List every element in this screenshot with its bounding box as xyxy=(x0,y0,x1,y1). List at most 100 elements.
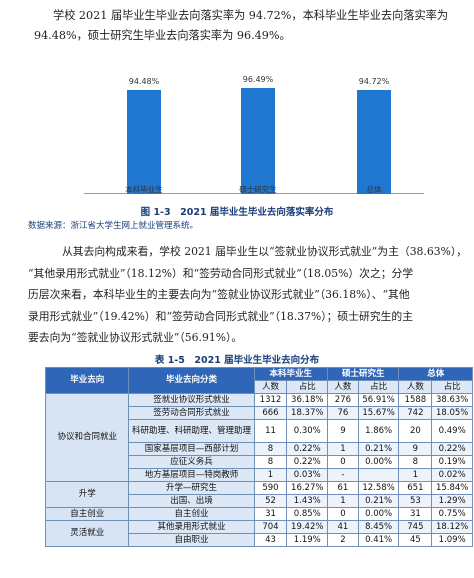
value-cell: 1.86% xyxy=(357,419,400,443)
value-cell: 8 xyxy=(253,455,288,469)
value-cell: 1 xyxy=(327,494,359,508)
category-label: 国家基层项目—西部计划 xyxy=(144,443,239,454)
composition-line: 从其去向构成来看，学校 2021 届毕业生以“签就业协议形式就业”为主（38.6… xyxy=(62,245,468,258)
table-body: 协议和合同就业 签就业协议形式就业 1312 36.18% 276 56.91% 1588 3… xyxy=(44,393,473,547)
category-cell: 升学—研究生 xyxy=(128,481,255,495)
table-row: 地方基层项目—特岗教师 1 0.03% -1 0.02% xyxy=(46,468,473,482)
category-label: 科研助理、科研助理、管理助理 xyxy=(131,425,251,436)
table-row: 升学 升学—研究生 590 16.27% 61 12.58% 651 15.84% xyxy=(44,481,473,508)
chart-value-label: 94.72% xyxy=(358,77,390,86)
intro-line-1: 学校 2021 届毕业生毕业去向落实率为 94.72%，本科毕业生毕业去向落实率… xyxy=(53,9,449,22)
category-cell: 签就业协议形式就业 xyxy=(128,393,255,407)
employment-rate-bar-chart: 94.48% 本科毕业生 96.49% 硕士研究生 94.72% 总体 xyxy=(84,62,424,194)
category-cell: 科研助理、科研助理、管理助理 xyxy=(128,419,255,443)
value-cell: 1.09% xyxy=(431,533,473,547)
composition-line: 要去向为“签就业协议形式就业”（56.91%）。 xyxy=(28,331,243,344)
header-overall: 总体 xyxy=(398,367,473,381)
value-cell: 56.91% xyxy=(357,393,400,407)
value-cell: 0.75% xyxy=(431,507,473,521)
subheader-share: 占比 xyxy=(357,380,400,394)
table-caption: 表 1-5 2021 届毕业生毕业去向分布 xyxy=(154,355,320,366)
value-cell: 38.63% xyxy=(431,393,473,407)
subheader-share: 占比 xyxy=(431,380,473,394)
value-cell: 20 xyxy=(398,419,433,443)
category-label: 其他录用形式就业 xyxy=(157,521,226,532)
value-cell: 0.19% xyxy=(431,455,473,469)
chart-value-label: 94.48% xyxy=(128,77,160,86)
table-row: 自由职业 43 1.19% 2 0.41% 45 1.09% xyxy=(46,533,473,547)
value-cell: 0 xyxy=(327,507,359,521)
category-cell: 自主创业 xyxy=(128,507,255,521)
category-label: 签劳动合同形式就业 xyxy=(153,407,230,418)
header-master: 硕士研究生 xyxy=(327,367,400,381)
value-cell: 0.02% xyxy=(431,468,473,482)
value-cell: 18.05% xyxy=(431,406,473,420)
value-cell: 53 xyxy=(398,494,433,508)
category-label: 应征义务兵 xyxy=(170,456,213,467)
subheader-count: 人数 xyxy=(398,380,433,394)
value-cell: 590 xyxy=(253,481,288,495)
value-cell: 2 xyxy=(327,533,359,547)
value-cell: 0.21% xyxy=(357,494,400,508)
value-cell: 31 xyxy=(398,507,433,521)
value-cell: 1 xyxy=(327,442,359,456)
value-cell: 36.18% xyxy=(286,393,329,407)
table-row: 应征义务兵 8 0.22% 0 0.00% 8 0.19% xyxy=(46,455,473,469)
value-cell: 11 xyxy=(253,419,288,443)
value-cell: 18.12% xyxy=(431,520,473,534)
value-cell: 1.19% xyxy=(286,533,329,547)
value-cell: 12.58% xyxy=(357,481,400,495)
category-label: 自主创业 xyxy=(174,508,209,519)
chart-category-label: 硕士研究生 xyxy=(239,185,277,194)
value-cell: 9 xyxy=(398,442,433,456)
chart-category-label: 本科毕业生 xyxy=(125,185,163,194)
value-cell: 1.29% xyxy=(431,494,473,508)
table-row: 国家基层项目—西部计划 8 0.22% 1 0.21% 9 0.22% xyxy=(46,442,473,456)
value-cell: - xyxy=(327,468,359,482)
value-cell: 76 xyxy=(327,406,359,420)
value-cell: 0.03% xyxy=(286,468,329,482)
value-cell: 0.22% xyxy=(431,442,473,456)
value-cell: 0.22% xyxy=(286,455,329,469)
value-cell: 1 xyxy=(398,468,433,482)
category-label: 自由职业 xyxy=(174,534,209,545)
value-cell: 704 xyxy=(253,520,288,534)
chart-value-label: 96.49% xyxy=(242,75,274,84)
value-cell: 276 xyxy=(327,393,359,407)
category-cell: 自由职业 xyxy=(128,533,255,547)
category-label: 升学—研究生 xyxy=(165,482,217,493)
header-undergrad: 本科毕业生 xyxy=(253,367,329,381)
subheader-count: 人数 xyxy=(327,380,359,394)
intro-line-2: 94.48%，硕士研究生毕业去向落实率为 96.49%。 xyxy=(34,29,291,42)
value-cell: 1 xyxy=(253,468,288,482)
value-cell: 45 xyxy=(398,533,433,547)
value-cell: 666 xyxy=(253,406,288,420)
category-cell: 国家基层项目—西部计划 xyxy=(128,442,255,456)
destination-table: 毕业去向 毕业去向分类 本科毕业生 硕士研究生 总体 人数 占比 人数 占比 人… xyxy=(44,367,473,547)
value-cell: 0 xyxy=(327,455,359,469)
category-cell: 地方基层项目—特岗教师 xyxy=(128,468,255,482)
value-cell: 19.42% xyxy=(286,520,329,534)
value-cell: 43 xyxy=(253,533,288,547)
value-cell: 0.00% xyxy=(357,507,400,521)
value-cell: 0.49% xyxy=(431,419,473,443)
chart-bar xyxy=(127,90,161,194)
table-row: 协议和合同就业 签就业协议形式就业 1312 36.18% 276 56.91% 1588 3… xyxy=(44,393,473,482)
table-row: 自主创业 自主创业 31 0.85% 0 0.00% 31 0.75% xyxy=(44,507,473,521)
category-label: 签就业协议形式就业 xyxy=(153,394,230,405)
value-cell: 61 xyxy=(327,481,359,495)
composition-line: “其他录用形式就业”（18.12%）和“签劳动合同形式就业”（18.05%）次之… xyxy=(28,266,414,280)
composition-line: 录用形式就业”（19.42%）和“签劳动合同形式就业”（18.37%）；硕士研究… xyxy=(28,309,414,323)
value-cell: 0.00% xyxy=(357,455,400,469)
value-cell: 31 xyxy=(253,507,288,521)
category-cell: 出国、出境 xyxy=(128,494,255,508)
value-cell: 15.84% xyxy=(431,481,473,495)
intro-paragraph: 学校 2021 届毕业生毕业去向落实率为 94.72%，本科毕业生毕业去向落实率… xyxy=(0,6,474,46)
chart-bar xyxy=(241,88,275,194)
category-cell: 应征义务兵 xyxy=(128,455,255,469)
composition-line: 历层次来看，本科毕业生的主要去向为“签就业协议形式就业”（36.18%）、“其他 xyxy=(28,288,410,301)
value-cell: 16.27% xyxy=(286,481,329,495)
group-name-cell: 升学 xyxy=(44,481,130,508)
value-cell: 651 xyxy=(398,481,433,495)
figure-caption: 图 1-3 2021 届毕业生毕业去向落实率分布 xyxy=(140,207,334,218)
